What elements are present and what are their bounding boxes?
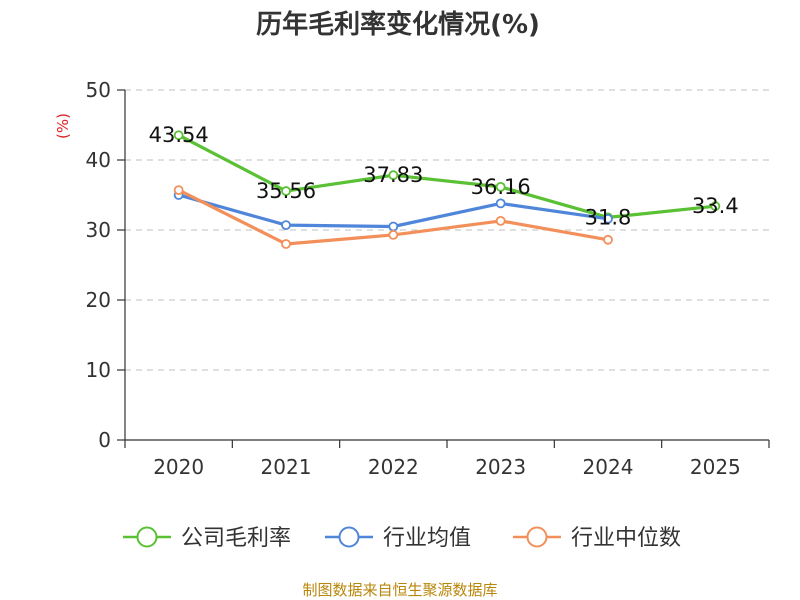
data-point[interactable] [388, 229, 399, 240]
data-point[interactable] [281, 239, 291, 249]
legend[interactable]: 公司毛利率 行业均值 行业中位数 [123, 526, 681, 551]
x-tick-label: 2025 [690, 455, 741, 479]
data-point[interactable] [173, 185, 184, 196]
data-point[interactable] [495, 215, 506, 226]
x-tick-label: 2021 [261, 455, 312, 479]
y-axis-unit-label: (%) [54, 113, 72, 139]
chart-title: 历年毛利率变化情况(%) [256, 9, 540, 40]
x-tick-label: 2023 [475, 455, 526, 479]
data-label: 43.54 [149, 123, 209, 147]
data-point[interactable] [388, 221, 399, 232]
grid-lines [125, 89, 769, 371]
data-point[interactable] [495, 198, 506, 209]
legend-label[interactable]: 公司毛利率 [181, 526, 291, 551]
data-point[interactable] [495, 181, 506, 192]
data-point[interactable] [388, 170, 399, 181]
legend-label[interactable]: 行业中位数 [571, 526, 681, 551]
x-tick-label: 2020 [153, 455, 204, 479]
data-label: 37.83 [363, 163, 423, 187]
legend-label[interactable]: 行业均值 [383, 526, 471, 551]
data-label: 35.56 [256, 179, 316, 203]
data-label: 36.16 [471, 175, 531, 199]
legend-marker[interactable] [338, 526, 360, 548]
x-tick-label: 2022 [368, 455, 419, 479]
data-point[interactable] [603, 213, 613, 224]
data-point[interactable] [281, 186, 291, 196]
y-tick-label: 10 [86, 358, 111, 382]
data-point[interactable] [173, 130, 184, 141]
data-label: 33.4 [692, 194, 739, 218]
y-tick-label: 20 [86, 288, 111, 312]
legend-marker[interactable] [136, 526, 158, 548]
source-footer: 制图数据来自恒生聚源数据库 [302, 581, 497, 599]
data-point[interactable] [603, 234, 613, 245]
data-point[interactable] [710, 201, 721, 212]
axes: 0 10 20 30 40 50 2020 2021 2022 2023 2024 2025 [86, 78, 770, 479]
y-tick-label: 0 [98, 428, 111, 452]
y-tick-label: 30 [86, 218, 111, 242]
data-label: 31.8 [585, 205, 632, 229]
y-tick-label: 50 [86, 78, 111, 102]
data-point[interactable] [281, 220, 291, 231]
data-labels: 43.54 35.56 37.83 36.16 31.8 33.4 [149, 123, 739, 229]
x-tick-label: 2024 [583, 455, 634, 479]
y-tick-label: 40 [86, 148, 111, 172]
series-line-0 [177, 133, 717, 219]
series-lines [173, 130, 721, 249]
legend-marker[interactable] [526, 526, 548, 548]
